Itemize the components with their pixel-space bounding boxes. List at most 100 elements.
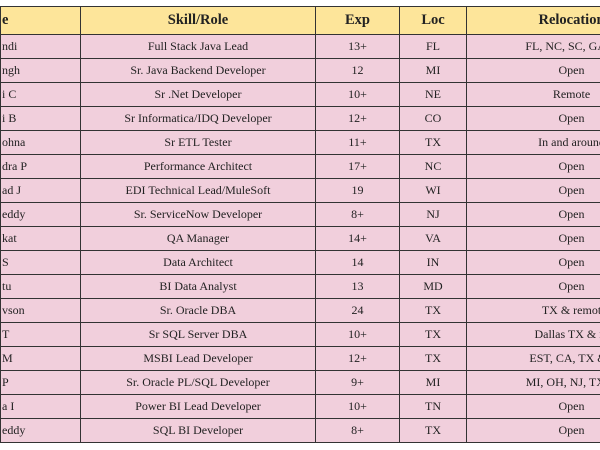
cell-exp: 19 — [315, 178, 400, 203]
cell-loc: NE — [399, 82, 467, 107]
candidate-table: e Skill/Role Exp Loc Relocation ndi Full … — [0, 6, 600, 443]
table-row: a I Power BI Lead Developer 10+ TN Open — [0, 394, 600, 419]
cell-loc: WI — [399, 178, 467, 203]
table-row: ndi Full Stack Java Lead 13+ FL FL, NC, SC, … — [0, 34, 600, 59]
cell-exp: 14+ — [315, 226, 400, 251]
cell-exp: 12 — [315, 58, 400, 83]
cell-name: vson — [0, 298, 81, 323]
cell-name: T — [0, 322, 81, 347]
cell-relocation: Open — [466, 418, 600, 443]
cell-name: ndi — [0, 34, 81, 59]
cell-skill-role: QA Manager — [80, 226, 316, 251]
cell-loc: MI — [399, 58, 467, 83]
cell-skill-role: Sr. Oracle DBA — [80, 298, 316, 323]
cell-exp: 8+ — [315, 202, 400, 227]
cell-relocation: MI, OH, NJ, TX & — [466, 370, 600, 395]
cell-exp: 12+ — [315, 106, 400, 131]
cell-name: ad J — [0, 178, 81, 203]
cell-exp: 14 — [315, 250, 400, 275]
cell-name: M — [0, 346, 81, 371]
table-row: P Sr. Oracle PL/SQL Developer 9+ MI MI, OH, … — [0, 370, 600, 395]
header-skill-role: Skill/Role — [80, 6, 316, 35]
header-exp: Exp — [315, 6, 400, 35]
cell-name: P — [0, 370, 81, 395]
cell-skill-role: EDI Technical Lead/MuleSoft — [80, 178, 316, 203]
table-row: vson Sr. Oracle DBA 24 TX TX & remot — [0, 298, 600, 323]
cell-relocation: Open — [466, 274, 600, 299]
cell-skill-role: MSBI Lead Developer — [80, 346, 316, 371]
cell-skill-role: Performance Architect — [80, 154, 316, 179]
cell-exp: 13 — [315, 274, 400, 299]
cell-name: S — [0, 250, 81, 275]
cell-skill-role: Sr Informatica/IDQ Developer — [80, 106, 316, 131]
cell-relocation: Open — [466, 226, 600, 251]
header-row: e Skill/Role Exp Loc Relocation — [0, 6, 600, 35]
cell-skill-role: Full Stack Java Lead — [80, 34, 316, 59]
cell-skill-role: SQL BI Developer — [80, 418, 316, 443]
table-row: ngh Sr. Java Backend Developer 12 MI Open — [0, 58, 600, 83]
cell-loc: MD — [399, 274, 467, 299]
table-row: i C Sr .Net Developer 10+ NE Remote — [0, 82, 600, 107]
cell-loc: TX — [399, 298, 467, 323]
cell-relocation: Remote — [466, 82, 600, 107]
cell-skill-role: Data Architect — [80, 250, 316, 275]
cell-skill-role: Sr ETL Tester — [80, 130, 316, 155]
cell-relocation: EST, CA, TX & r — [466, 346, 600, 371]
cell-name: dra P — [0, 154, 81, 179]
cell-loc: TX — [399, 322, 467, 347]
table-row: eddy SQL BI Developer 8+ TX Open — [0, 418, 600, 443]
table-row: kat QA Manager 14+ VA Open — [0, 226, 600, 251]
cell-name: ngh — [0, 58, 81, 83]
cell-relocation: Open — [466, 178, 600, 203]
header-relocation: Relocation — [466, 6, 600, 35]
cell-loc: CO — [399, 106, 467, 131]
cell-loc: MI — [399, 370, 467, 395]
cell-loc: VA — [399, 226, 467, 251]
cell-exp: 17+ — [315, 154, 400, 179]
cell-relocation: Open — [466, 250, 600, 275]
cell-skill-role: Power BI Lead Developer — [80, 394, 316, 419]
cell-exp: 10+ — [315, 82, 400, 107]
cell-loc: TN — [399, 394, 467, 419]
cell-skill-role: Sr. Oracle PL/SQL Developer — [80, 370, 316, 395]
cell-name: i C — [0, 82, 81, 107]
table-row: i B Sr Informatica/IDQ Developer 12+ CO Open — [0, 106, 600, 131]
cell-loc: TX — [399, 130, 467, 155]
cell-exp: 10+ — [315, 394, 400, 419]
cell-skill-role: Sr. ServiceNow Developer — [80, 202, 316, 227]
cell-relocation: TX & remot — [466, 298, 600, 323]
cell-relocation: Open — [466, 154, 600, 179]
cell-skill-role: Sr SQL Server DBA — [80, 322, 316, 347]
cell-exp: 13+ — [315, 34, 400, 59]
cell-loc: TX — [399, 418, 467, 443]
cell-skill-role: BI Data Analyst — [80, 274, 316, 299]
table-row: ohna Sr ETL Tester 11+ TX In and around — [0, 130, 600, 155]
cell-loc: TX — [399, 346, 467, 371]
cell-name: eddy — [0, 202, 81, 227]
cell-exp: 9+ — [315, 370, 400, 395]
cell-skill-role: Sr. Java Backend Developer — [80, 58, 316, 83]
cell-name: ohna — [0, 130, 81, 155]
cell-relocation: Open — [466, 394, 600, 419]
table-row: ad J EDI Technical Lead/MuleSoft 19 WI Open — [0, 178, 600, 203]
cell-skill-role: Sr .Net Developer — [80, 82, 316, 107]
header-loc: Loc — [399, 6, 467, 35]
cell-name: tu — [0, 274, 81, 299]
cell-relocation: Open — [466, 106, 600, 131]
cell-loc: NC — [399, 154, 467, 179]
table-row: tu BI Data Analyst 13 MD Open — [0, 274, 600, 299]
cell-relocation: Open — [466, 58, 600, 83]
cell-relocation: Open — [466, 202, 600, 227]
cell-loc: IN — [399, 250, 467, 275]
cell-name: i B — [0, 106, 81, 131]
cell-loc: NJ — [399, 202, 467, 227]
cell-name: a I — [0, 394, 81, 419]
cell-relocation: FL, NC, SC, GA & — [466, 34, 600, 59]
table-row: eddy Sr. ServiceNow Developer 8+ NJ Open — [0, 202, 600, 227]
table-row: dra P Performance Architect 17+ NC Open — [0, 154, 600, 179]
cell-loc: FL — [399, 34, 467, 59]
header-name: e — [0, 6, 81, 35]
cell-relocation: In and around — [466, 130, 600, 155]
cell-name: eddy — [0, 418, 81, 443]
